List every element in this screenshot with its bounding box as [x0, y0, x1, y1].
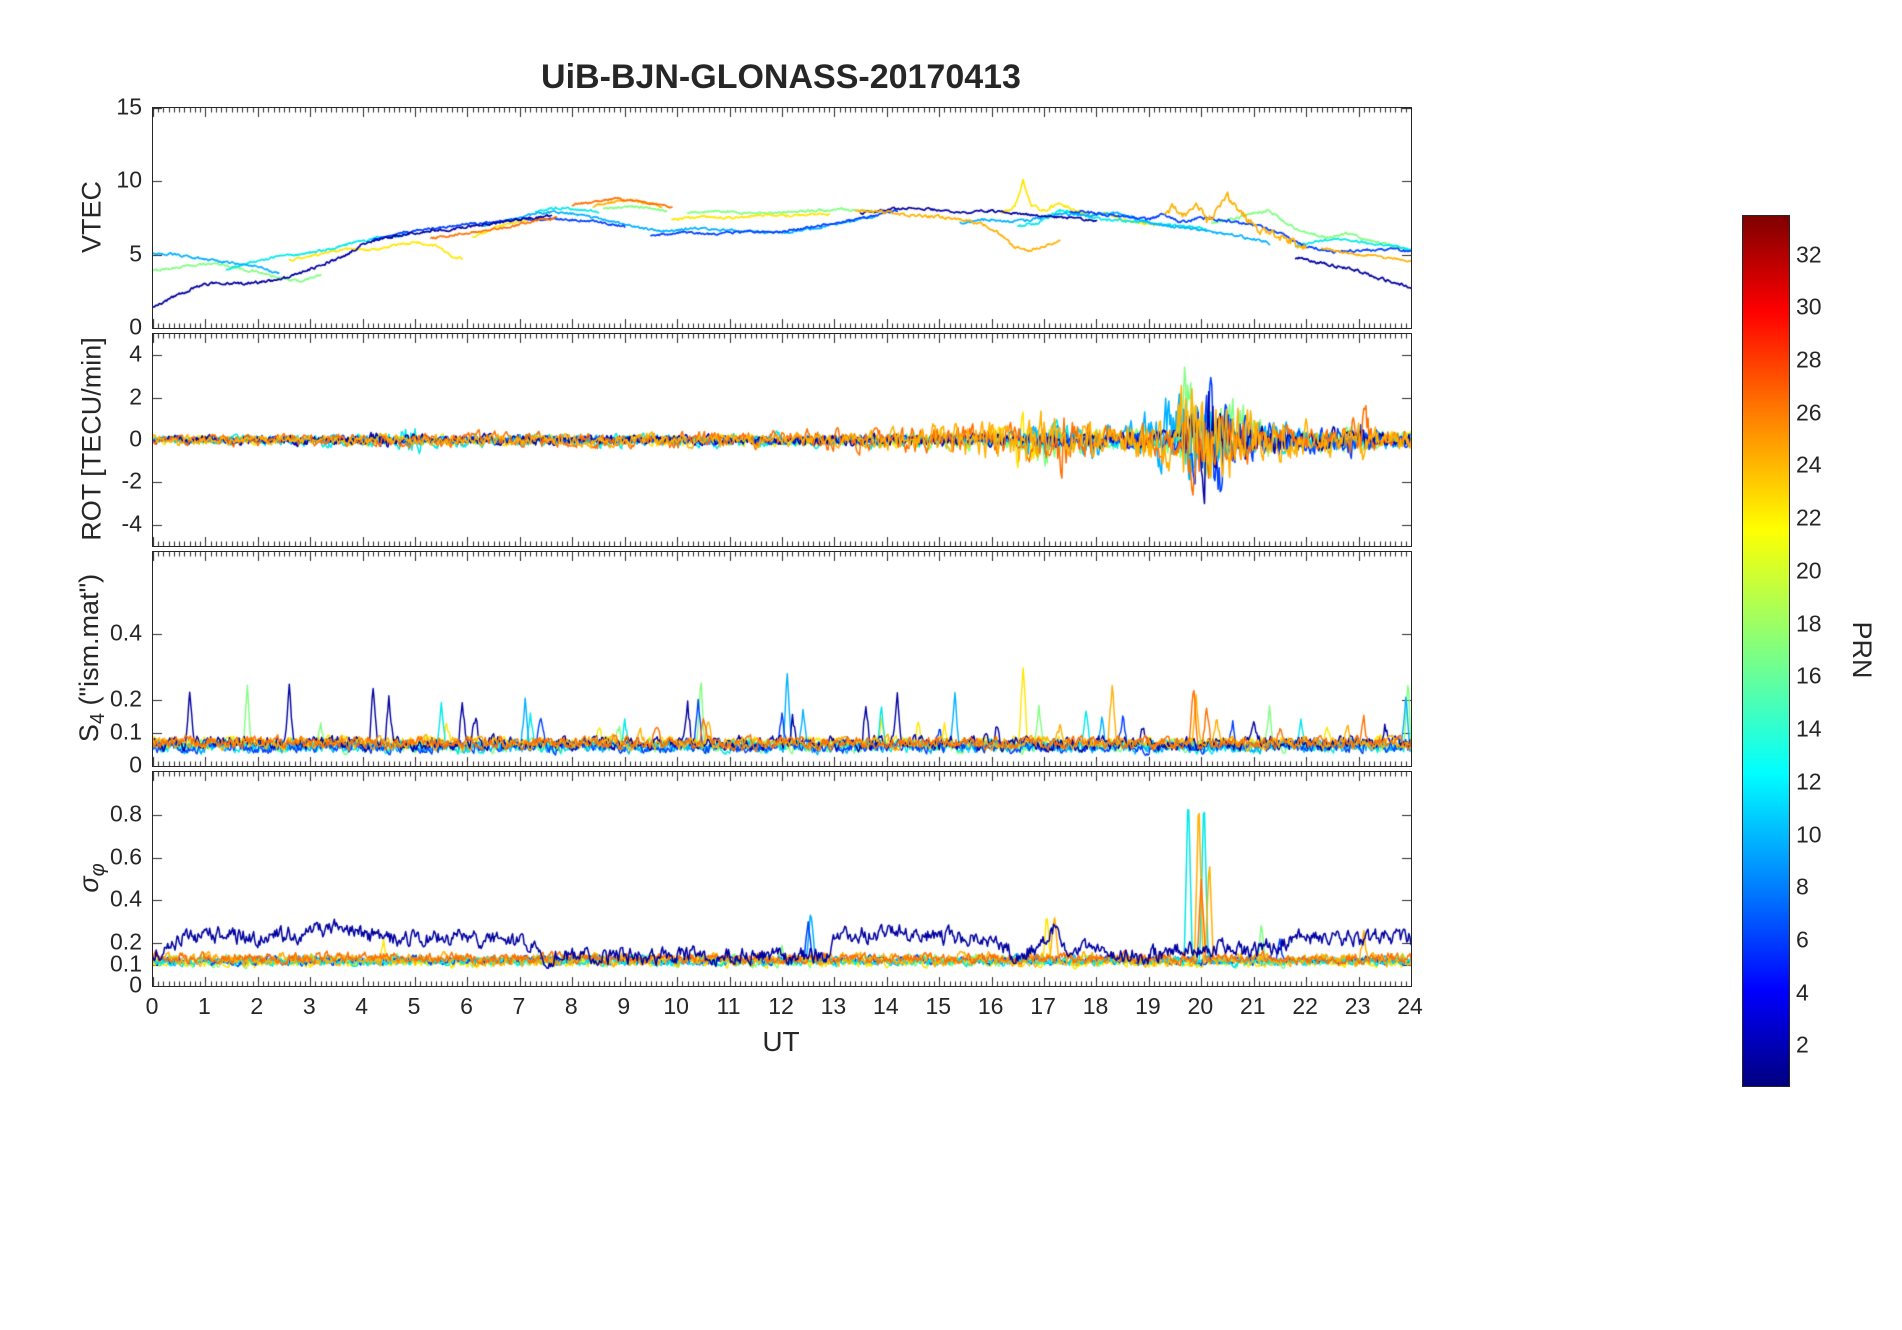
xtick-label: 9 — [617, 993, 631, 1019]
colorbar-tick-label: 30 — [1796, 293, 1822, 320]
colorbar-tick-label: 20 — [1796, 557, 1822, 584]
sigma-axis-label-sub: φ — [87, 863, 110, 877]
ytick-label: 0.1 — [110, 718, 142, 745]
colorbar-tick-label: 18 — [1796, 610, 1822, 637]
rot-axis-label: ROT [TECU/min] — [77, 337, 108, 541]
xtick-label: 16 — [977, 993, 1004, 1019]
sigma-phi-axis-label: σφ — [74, 863, 110, 892]
xtick-label: 7 — [512, 993, 526, 1019]
xtick-label: 1 — [198, 993, 211, 1019]
colorbar-tick-label: 24 — [1796, 451, 1822, 478]
xtick-label: 13 — [820, 993, 847, 1019]
ytick-label: 0 — [129, 313, 142, 340]
xtick-label: 11 — [716, 993, 741, 1019]
s4-axis-label-main: S — [73, 724, 104, 743]
ytick-label: 0.2 — [110, 928, 142, 955]
ytick-label: 5 — [129, 240, 142, 267]
ytick-label: 0.2 — [110, 685, 142, 712]
xtick-label: 6 — [460, 993, 473, 1019]
colorbar-tick-label: 4 — [1796, 979, 1809, 1006]
xtick-label: 15 — [925, 993, 952, 1019]
s4-axis-label-suffix: ("ism.mat") — [73, 573, 104, 714]
xtick-label: 0 — [145, 993, 159, 1019]
xtick-label: 8 — [564, 993, 578, 1019]
xtick-label: 20 — [1187, 993, 1214, 1019]
s4-axis-label: S4 ("ism.mat") — [74, 574, 110, 742]
ytick-label: 0 — [129, 751, 142, 778]
ytick-label: 0.6 — [110, 843, 142, 870]
sigma-axis-label-main: σ — [73, 876, 104, 893]
ytick-label: -4 — [121, 510, 142, 537]
colorbar-tick-label: 22 — [1796, 504, 1822, 531]
sigma-phi-plot-area — [152, 771, 1412, 987]
ytick-label: 15 — [116, 93, 142, 120]
ytick-label: 10 — [116, 166, 142, 193]
colorbar-tick-label: 16 — [1796, 662, 1822, 689]
ytick-label: 4 — [129, 340, 142, 367]
colorbar-tick-label: 6 — [1796, 926, 1809, 953]
rot-plot-area — [152, 333, 1412, 547]
vtec-axis-label: VTEC — [77, 181, 108, 253]
ytick-label: 0.8 — [110, 800, 142, 827]
colorbar-axis-label: PRN — [1847, 621, 1877, 679]
xtick-label: 23 — [1344, 993, 1371, 1019]
xtick-label: 10 — [663, 993, 689, 1019]
colorbar-tick-label: 2 — [1796, 1031, 1809, 1058]
xtick-label: 18 — [1082, 993, 1109, 1019]
s4-axis-label-sub: 4 — [87, 713, 110, 725]
colorbar-tick-label: 26 — [1796, 399, 1822, 426]
colorbar-tick-label: 10 — [1796, 821, 1822, 848]
ytick-label: 2 — [129, 383, 142, 410]
xtick-label: 21 — [1239, 993, 1266, 1019]
colorbar-tick-label: 12 — [1796, 768, 1822, 795]
ytick-label: 0.4 — [110, 885, 142, 912]
ytick-label: 0.1 — [110, 950, 142, 977]
colorbar-tick-label: 28 — [1796, 346, 1822, 373]
s4-plot-area — [152, 551, 1412, 767]
ytick-label: 0 — [129, 971, 142, 998]
xtick-label: 24 — [1397, 993, 1423, 1019]
ytick-label: 0.4 — [110, 619, 142, 646]
x-axis-label: UT — [762, 1026, 800, 1057]
xtick-label: 2 — [250, 993, 264, 1019]
xtick-label: 22 — [1292, 993, 1318, 1019]
prn-colorbar — [1742, 215, 1790, 1087]
chart-title: UiB-BJN-GLONASS-20170413 — [541, 58, 1021, 96]
vtec-axis-label-text: VTEC — [76, 180, 107, 254]
xtick-label: 4 — [355, 993, 369, 1019]
xtick-label: 12 — [768, 993, 794, 1019]
ytick-label: -2 — [121, 467, 142, 494]
xtick-label: 17 — [1030, 993, 1056, 1019]
rot-axis-label-text: ROT [TECU/min] — [76, 337, 107, 541]
xtick-label: 3 — [302, 993, 316, 1019]
colorbar-tick-label: 14 — [1796, 715, 1822, 742]
colorbar-tick-label: 32 — [1796, 241, 1822, 268]
ytick-label: 0 — [129, 425, 142, 452]
xtick-label: 14 — [873, 993, 899, 1019]
xtick-label: 19 — [1135, 993, 1161, 1019]
vtec-plot-area — [152, 107, 1412, 329]
colorbar-tick-label: 8 — [1796, 873, 1809, 900]
xtick-label: 5 — [407, 993, 421, 1019]
